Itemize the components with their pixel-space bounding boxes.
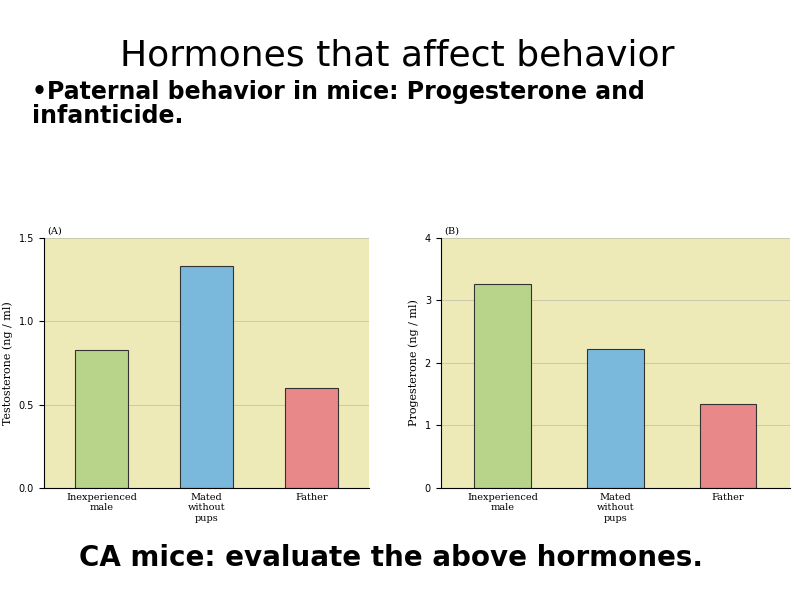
Bar	[475, 284, 531, 488]
Text: infanticide.: infanticide.	[32, 104, 183, 128]
Y-axis label: Testosterone (ng / ml): Testosterone (ng / ml)	[2, 301, 13, 425]
Bar	[588, 349, 643, 488]
Bar	[180, 267, 233, 488]
Text: CA mice: evaluate the above hormones.: CA mice: evaluate the above hormones.	[79, 544, 703, 572]
Bar	[75, 350, 128, 488]
Text: (B): (B)	[444, 227, 459, 236]
Text: Hormones that affect behavior: Hormones that affect behavior	[120, 39, 674, 73]
Bar	[285, 388, 337, 488]
Text: •Paternal behavior in mice: Progesterone and: •Paternal behavior in mice: Progesterone…	[32, 80, 645, 104]
Text: (A): (A)	[47, 227, 62, 236]
Y-axis label: Progesterone (ng / ml): Progesterone (ng / ml)	[409, 299, 419, 427]
Bar	[700, 403, 756, 488]
